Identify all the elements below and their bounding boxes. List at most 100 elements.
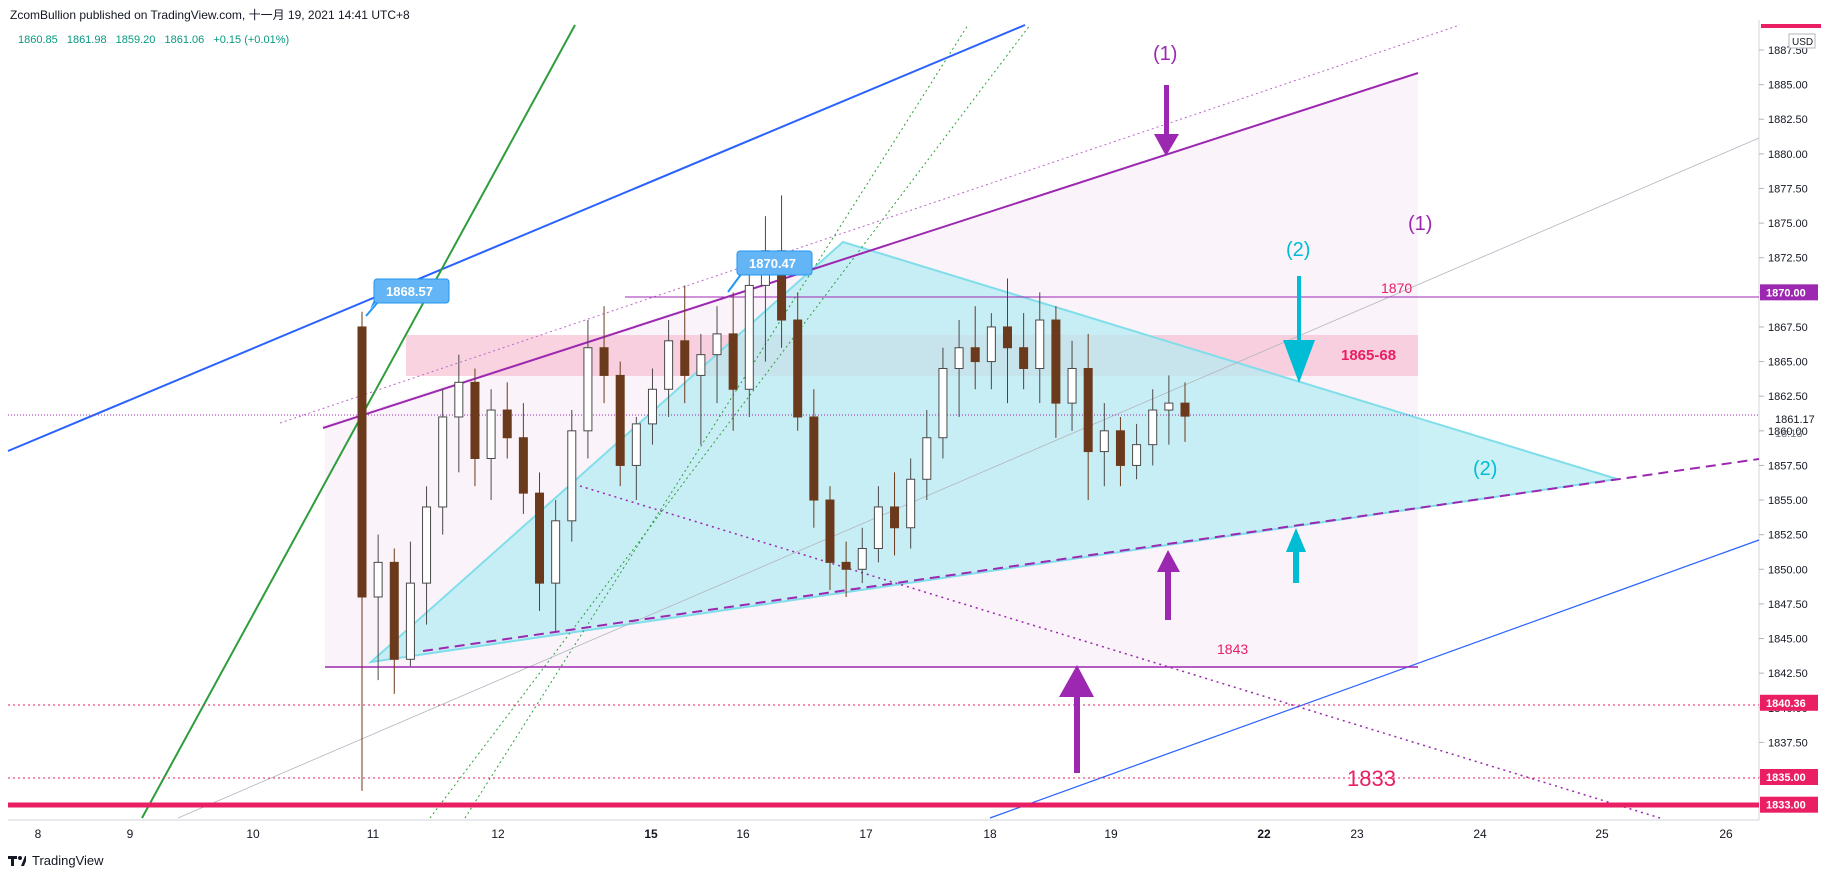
candle-body	[422, 506, 432, 584]
annotations: (1) (1) (2) (2) 1870 1865-68 1843 1833 1…	[365, 43, 1497, 791]
candle-body	[664, 340, 674, 390]
triangle-pattern	[367, 240, 1618, 664]
y-tick-label: 1865.00	[1768, 357, 1808, 369]
x-tick-label: 18	[983, 827, 997, 841]
x-tick-label: 19	[1104, 827, 1118, 841]
callout-1868-text: 1868.57	[386, 284, 433, 299]
x-tick-label: 9	[127, 827, 134, 841]
candle-body	[389, 561, 399, 660]
currency-label: USD	[1792, 37, 1813, 48]
callout-1870-text: 1870.47	[749, 256, 796, 271]
footer-brand[interactable]: TradingView	[8, 853, 104, 868]
candle-body	[567, 430, 577, 522]
label-2-right: (2)	[1473, 458, 1497, 480]
green-dotted-channel-2[interactable]	[464, 24, 969, 819]
level-1843-label: 1843	[1217, 641, 1248, 657]
y-tick-label: 1877.50	[1768, 183, 1808, 195]
price-label-text: 1870.00	[1766, 287, 1806, 299]
candle-body	[631, 423, 641, 466]
cyan-arrow-up	[1286, 528, 1306, 583]
candle-body	[986, 326, 996, 363]
ohlc-change: +0.15 (+0.01%)	[213, 34, 290, 46]
candle-body	[890, 506, 900, 529]
level-1870-label: 1870	[1381, 280, 1412, 296]
candle-body	[1132, 444, 1142, 466]
y-tick-label: 1880.00	[1768, 149, 1808, 161]
y-tick-label: 1842.50	[1768, 668, 1808, 680]
candle-body	[647, 388, 657, 425]
x-tick-label: 15	[644, 827, 658, 841]
ohlc-high: 1861.98	[66, 34, 107, 46]
candle-body	[438, 416, 448, 508]
callout-1870[interactable]: 1870.47	[727, 250, 813, 293]
purple-arrow-up-mid	[1157, 550, 1180, 620]
purple-arrow-up-bottom	[1059, 665, 1094, 773]
candle-body	[954, 347, 964, 369]
price-label-text: 1835.00	[1766, 772, 1806, 784]
candle-body	[357, 326, 367, 598]
cyan-arrow-down	[1283, 276, 1315, 383]
purple-support-dashed[interactable]	[422, 458, 1760, 652]
candle-body	[405, 582, 415, 660]
candle-body	[486, 409, 496, 460]
candle-body	[1164, 402, 1174, 411]
blue-trendline-upper[interactable]	[7, 24, 1026, 452]
y-tick-label: 1885.00	[1768, 80, 1808, 92]
ohlc-readout: 1860.85 1861.98 1859.20 1861.06 +0.15 (+…	[18, 34, 295, 46]
x-tick-label: 25	[1595, 827, 1609, 841]
callout-1868[interactable]: 1868.57	[365, 278, 450, 317]
gray-trendline[interactable]	[177, 137, 1760, 819]
candle-body	[922, 437, 932, 480]
candle-body	[535, 492, 545, 584]
x-tick-label: 22	[1257, 827, 1271, 841]
candle-body	[1035, 319, 1045, 369]
blue-trendline-lower[interactable]	[989, 539, 1760, 819]
y-tick-label: 1862.50	[1768, 391, 1808, 403]
publisher-line: ZcomBullion published on TradingView.com…	[10, 8, 410, 22]
purple-dotted-descending[interactable]	[579, 485, 1661, 819]
currency-badge	[1788, 33, 1816, 49]
y-tick-label: 1837.50	[1768, 737, 1808, 749]
candle-body	[728, 333, 738, 390]
candle-body	[518, 437, 528, 494]
green-dotted-channel-1[interactable]	[429, 24, 1031, 819]
price-label-text: 1840.36	[1766, 698, 1806, 710]
purple-arrow-down-top	[1154, 85, 1179, 156]
candle-body	[583, 347, 593, 432]
tradingview-logo-icon	[8, 855, 26, 866]
label-1-right: (1)	[1408, 213, 1432, 235]
candle-body	[712, 333, 722, 356]
countdown-label: 18:13	[1775, 428, 1803, 440]
y-tick-label: 1847.50	[1768, 599, 1808, 611]
level-1833-label: 1833	[1347, 766, 1396, 791]
x-tick-label: 23	[1350, 827, 1364, 841]
candle-body	[615, 374, 625, 466]
y-tick-label: 1845.00	[1768, 634, 1808, 646]
y-tick-label: 1867.50	[1768, 322, 1808, 334]
y-tick-label: 1875.00	[1768, 218, 1808, 230]
x-tick-label: 8	[35, 827, 42, 841]
candle-body	[906, 478, 916, 529]
candlesticks	[357, 195, 1190, 791]
candle-body	[502, 409, 512, 439]
x-tick-label: 11	[367, 827, 380, 841]
candle-body	[873, 506, 883, 550]
candle-body	[1148, 409, 1158, 446]
last-price-label: 1861.17	[1775, 414, 1815, 426]
candle-body	[809, 416, 819, 501]
y-tick-label: 1860.00	[1768, 426, 1808, 438]
candle-body	[373, 561, 383, 598]
y-tick-label: 1872.50	[1768, 253, 1808, 265]
purple-channel-upper[interactable]	[322, 72, 1419, 429]
ohlc-close: 1861.06	[164, 34, 205, 46]
x-tick-label: 10	[246, 827, 260, 841]
candle-body	[825, 499, 835, 563]
price-label-badge	[1760, 694, 1818, 711]
time-axis[interactable]: 8 9 10 11 12 15 16 17 18 19 22 23 24 25 26	[35, 827, 1733, 841]
y-tick-label: 1855.00	[1768, 495, 1808, 507]
price-label-badge	[1760, 284, 1818, 301]
zone-label: 1865-68	[1341, 347, 1396, 364]
x-tick-label: 17	[859, 827, 873, 841]
price-label-badge	[1760, 796, 1818, 813]
